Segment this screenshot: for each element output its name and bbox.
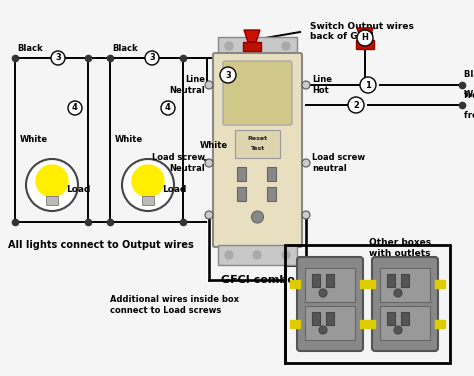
Bar [237, 167, 246, 181]
Bar [237, 187, 246, 201]
Text: White: White [20, 135, 48, 144]
Bar [267, 187, 276, 201]
Text: Load: Load [162, 185, 186, 194]
Text: Line
Neutral: Line Neutral [169, 75, 205, 95]
Text: Switch Output wires
back of GFCI: Switch Output wires back of GFCI [310, 22, 414, 41]
Circle shape [319, 326, 327, 334]
Bar [360, 320, 375, 328]
Circle shape [26, 159, 78, 211]
FancyBboxPatch shape [372, 257, 438, 351]
Bar [380, 268, 430, 302]
Text: Load screw
Neutral: Load screw Neutral [152, 153, 205, 173]
Bar [387, 274, 395, 287]
Circle shape [319, 289, 327, 297]
Text: Reset: Reset [247, 136, 267, 141]
Circle shape [68, 101, 82, 115]
Bar [360, 280, 375, 288]
Bar [312, 312, 320, 325]
Bar [290, 320, 300, 328]
Circle shape [302, 211, 310, 219]
Polygon shape [357, 28, 373, 40]
Bar [46, 196, 58, 205]
Text: Other boxes
with outlets: Other boxes with outlets [369, 238, 431, 258]
Circle shape [394, 289, 402, 297]
Text: 4: 4 [165, 103, 171, 112]
Circle shape [357, 30, 373, 46]
Circle shape [360, 77, 376, 93]
Bar [312, 274, 320, 287]
Bar [305, 306, 355, 340]
Text: Black Hot: Black Hot [464, 70, 474, 79]
Text: GFCI combo: GFCI combo [220, 275, 294, 285]
Bar [401, 274, 409, 287]
Bar [285, 245, 450, 363]
Circle shape [161, 101, 175, 115]
Circle shape [394, 326, 402, 334]
Text: 1: 1 [365, 80, 371, 89]
Circle shape [225, 42, 233, 50]
Bar [380, 306, 430, 340]
Circle shape [252, 211, 264, 223]
Bar [218, 37, 297, 57]
FancyBboxPatch shape [297, 257, 363, 351]
Text: 3: 3 [149, 53, 155, 62]
Circle shape [225, 251, 233, 259]
Circle shape [302, 81, 310, 89]
Polygon shape [244, 30, 260, 42]
Bar [326, 312, 334, 325]
Circle shape [205, 211, 213, 219]
FancyBboxPatch shape [223, 61, 292, 125]
Circle shape [205, 159, 213, 167]
Bar [401, 312, 409, 325]
Text: 3: 3 [225, 71, 231, 79]
Text: Load: Load [66, 185, 91, 194]
Circle shape [302, 159, 310, 167]
Circle shape [282, 251, 290, 259]
Text: 2: 2 [353, 100, 359, 109]
Text: White Neutral: White Neutral [464, 90, 474, 99]
Text: Black: Black [17, 44, 43, 53]
Bar [435, 320, 445, 328]
Text: from Breaker: from Breaker [464, 91, 474, 100]
Text: 3: 3 [55, 53, 61, 62]
Circle shape [145, 51, 159, 65]
Circle shape [36, 165, 68, 197]
Circle shape [253, 251, 261, 259]
Circle shape [122, 159, 174, 211]
Text: H: H [362, 33, 368, 42]
Bar [243, 42, 261, 51]
Circle shape [220, 67, 236, 83]
Bar [305, 268, 355, 302]
Circle shape [348, 97, 364, 113]
Bar [218, 245, 297, 265]
Text: Test: Test [250, 147, 264, 152]
Bar [267, 167, 276, 181]
Circle shape [132, 165, 164, 197]
FancyBboxPatch shape [213, 53, 302, 247]
Bar [387, 312, 395, 325]
Text: from Breaker box: from Breaker box [464, 111, 474, 120]
Text: Additional wires inside box
connect to Load screws: Additional wires inside box connect to L… [110, 295, 239, 315]
Text: White: White [115, 135, 143, 144]
Bar [326, 274, 334, 287]
Bar [142, 196, 154, 205]
Circle shape [205, 81, 213, 89]
Bar [235, 130, 280, 158]
Text: Line
Hot: Line Hot [312, 75, 332, 95]
Circle shape [51, 51, 65, 65]
Text: All lights connect to Output wires: All lights connect to Output wires [8, 240, 194, 250]
Bar [356, 40, 374, 49]
Circle shape [282, 42, 290, 50]
Text: White: White [200, 141, 228, 150]
Text: 4: 4 [72, 103, 78, 112]
Text: Black: Black [112, 44, 137, 53]
Text: Load screw
neutral: Load screw neutral [312, 153, 365, 173]
Bar [290, 280, 300, 288]
Circle shape [253, 42, 261, 50]
Bar [435, 280, 445, 288]
